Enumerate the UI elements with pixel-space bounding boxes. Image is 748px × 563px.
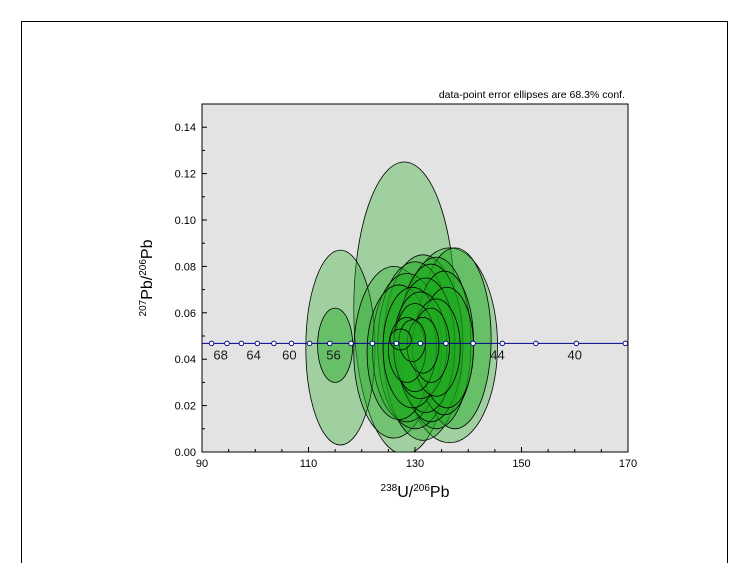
y-tick-label: 0.14 xyxy=(175,122,196,134)
concordia-age-marker xyxy=(533,340,539,347)
concordia-age-marker xyxy=(573,340,580,347)
y-tick-label: 0.10 xyxy=(175,215,196,227)
error-ellipse xyxy=(389,328,412,351)
concordia-age-marker xyxy=(369,340,376,347)
concordia-age-marker xyxy=(288,340,295,347)
concordia-age-marker xyxy=(393,340,400,347)
concordia-age-marker xyxy=(238,340,245,347)
concordia-age-label: 40 xyxy=(568,347,582,362)
concordia-age-marker xyxy=(306,340,313,347)
concordia-age-label: 56 xyxy=(326,347,340,362)
error-ellipse xyxy=(406,317,440,374)
error-ellipse xyxy=(411,307,451,383)
error-ellipse xyxy=(366,284,432,420)
y-tick-label: 0.06 xyxy=(175,308,196,320)
concordia-age-label: 44 xyxy=(490,347,504,362)
error-ellipses xyxy=(305,161,498,452)
x-tick-label: 130 xyxy=(406,458,424,470)
concordia-age-marker xyxy=(348,340,354,347)
concordia-age-marker xyxy=(470,340,476,347)
error-ellipse xyxy=(305,249,376,446)
y-tick-label: 0.08 xyxy=(175,261,196,273)
concordia-age-marker xyxy=(417,340,424,347)
concordia-age-marker xyxy=(254,340,261,347)
concordia-age-marker xyxy=(327,340,333,347)
concordia-age-marker xyxy=(443,340,449,347)
concordia-curve: 68 64 60 56 44 40 xyxy=(202,340,628,362)
concordia-age-label: 64 xyxy=(246,347,260,362)
concordia-age-marker xyxy=(622,340,628,347)
concordia-age-label: 68 xyxy=(213,347,227,362)
y-tick-label: 0.02 xyxy=(175,401,196,413)
x-axis-title: 238U/206Pb xyxy=(381,483,450,501)
concordia-age-marker xyxy=(208,340,215,347)
concordia-age-label: 60 xyxy=(282,347,296,362)
axes: 90 110 130 150 170 0.00 0.02 0.04 0.06 0.08 0.10 0.… xyxy=(175,122,638,470)
x-tick-label: 110 xyxy=(300,458,318,470)
error-ellipse xyxy=(317,307,354,383)
y-tick-label: 0.04 xyxy=(175,354,196,366)
x-tick-label: 150 xyxy=(512,458,530,470)
y-tick-label: 0.00 xyxy=(175,447,196,459)
ellipse-confidence-note: data-point error ellipses are 68.3% conf… xyxy=(439,89,625,101)
x-tick-label: 170 xyxy=(619,458,637,470)
concordia-age-marker xyxy=(499,340,506,347)
concordia-age-marker xyxy=(224,340,230,347)
x-tick-label: 90 xyxy=(196,458,208,470)
y-tick-label: 0.12 xyxy=(175,169,196,181)
y-axis-title: 207Pb/206Pb xyxy=(138,239,156,316)
concordia-age-marker xyxy=(271,340,277,347)
